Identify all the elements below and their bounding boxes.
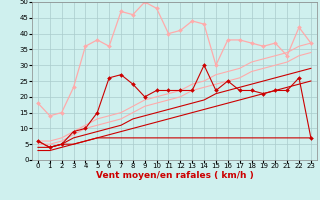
X-axis label: Vent moyen/en rafales ( km/h ): Vent moyen/en rafales ( km/h ) [96, 171, 253, 180]
